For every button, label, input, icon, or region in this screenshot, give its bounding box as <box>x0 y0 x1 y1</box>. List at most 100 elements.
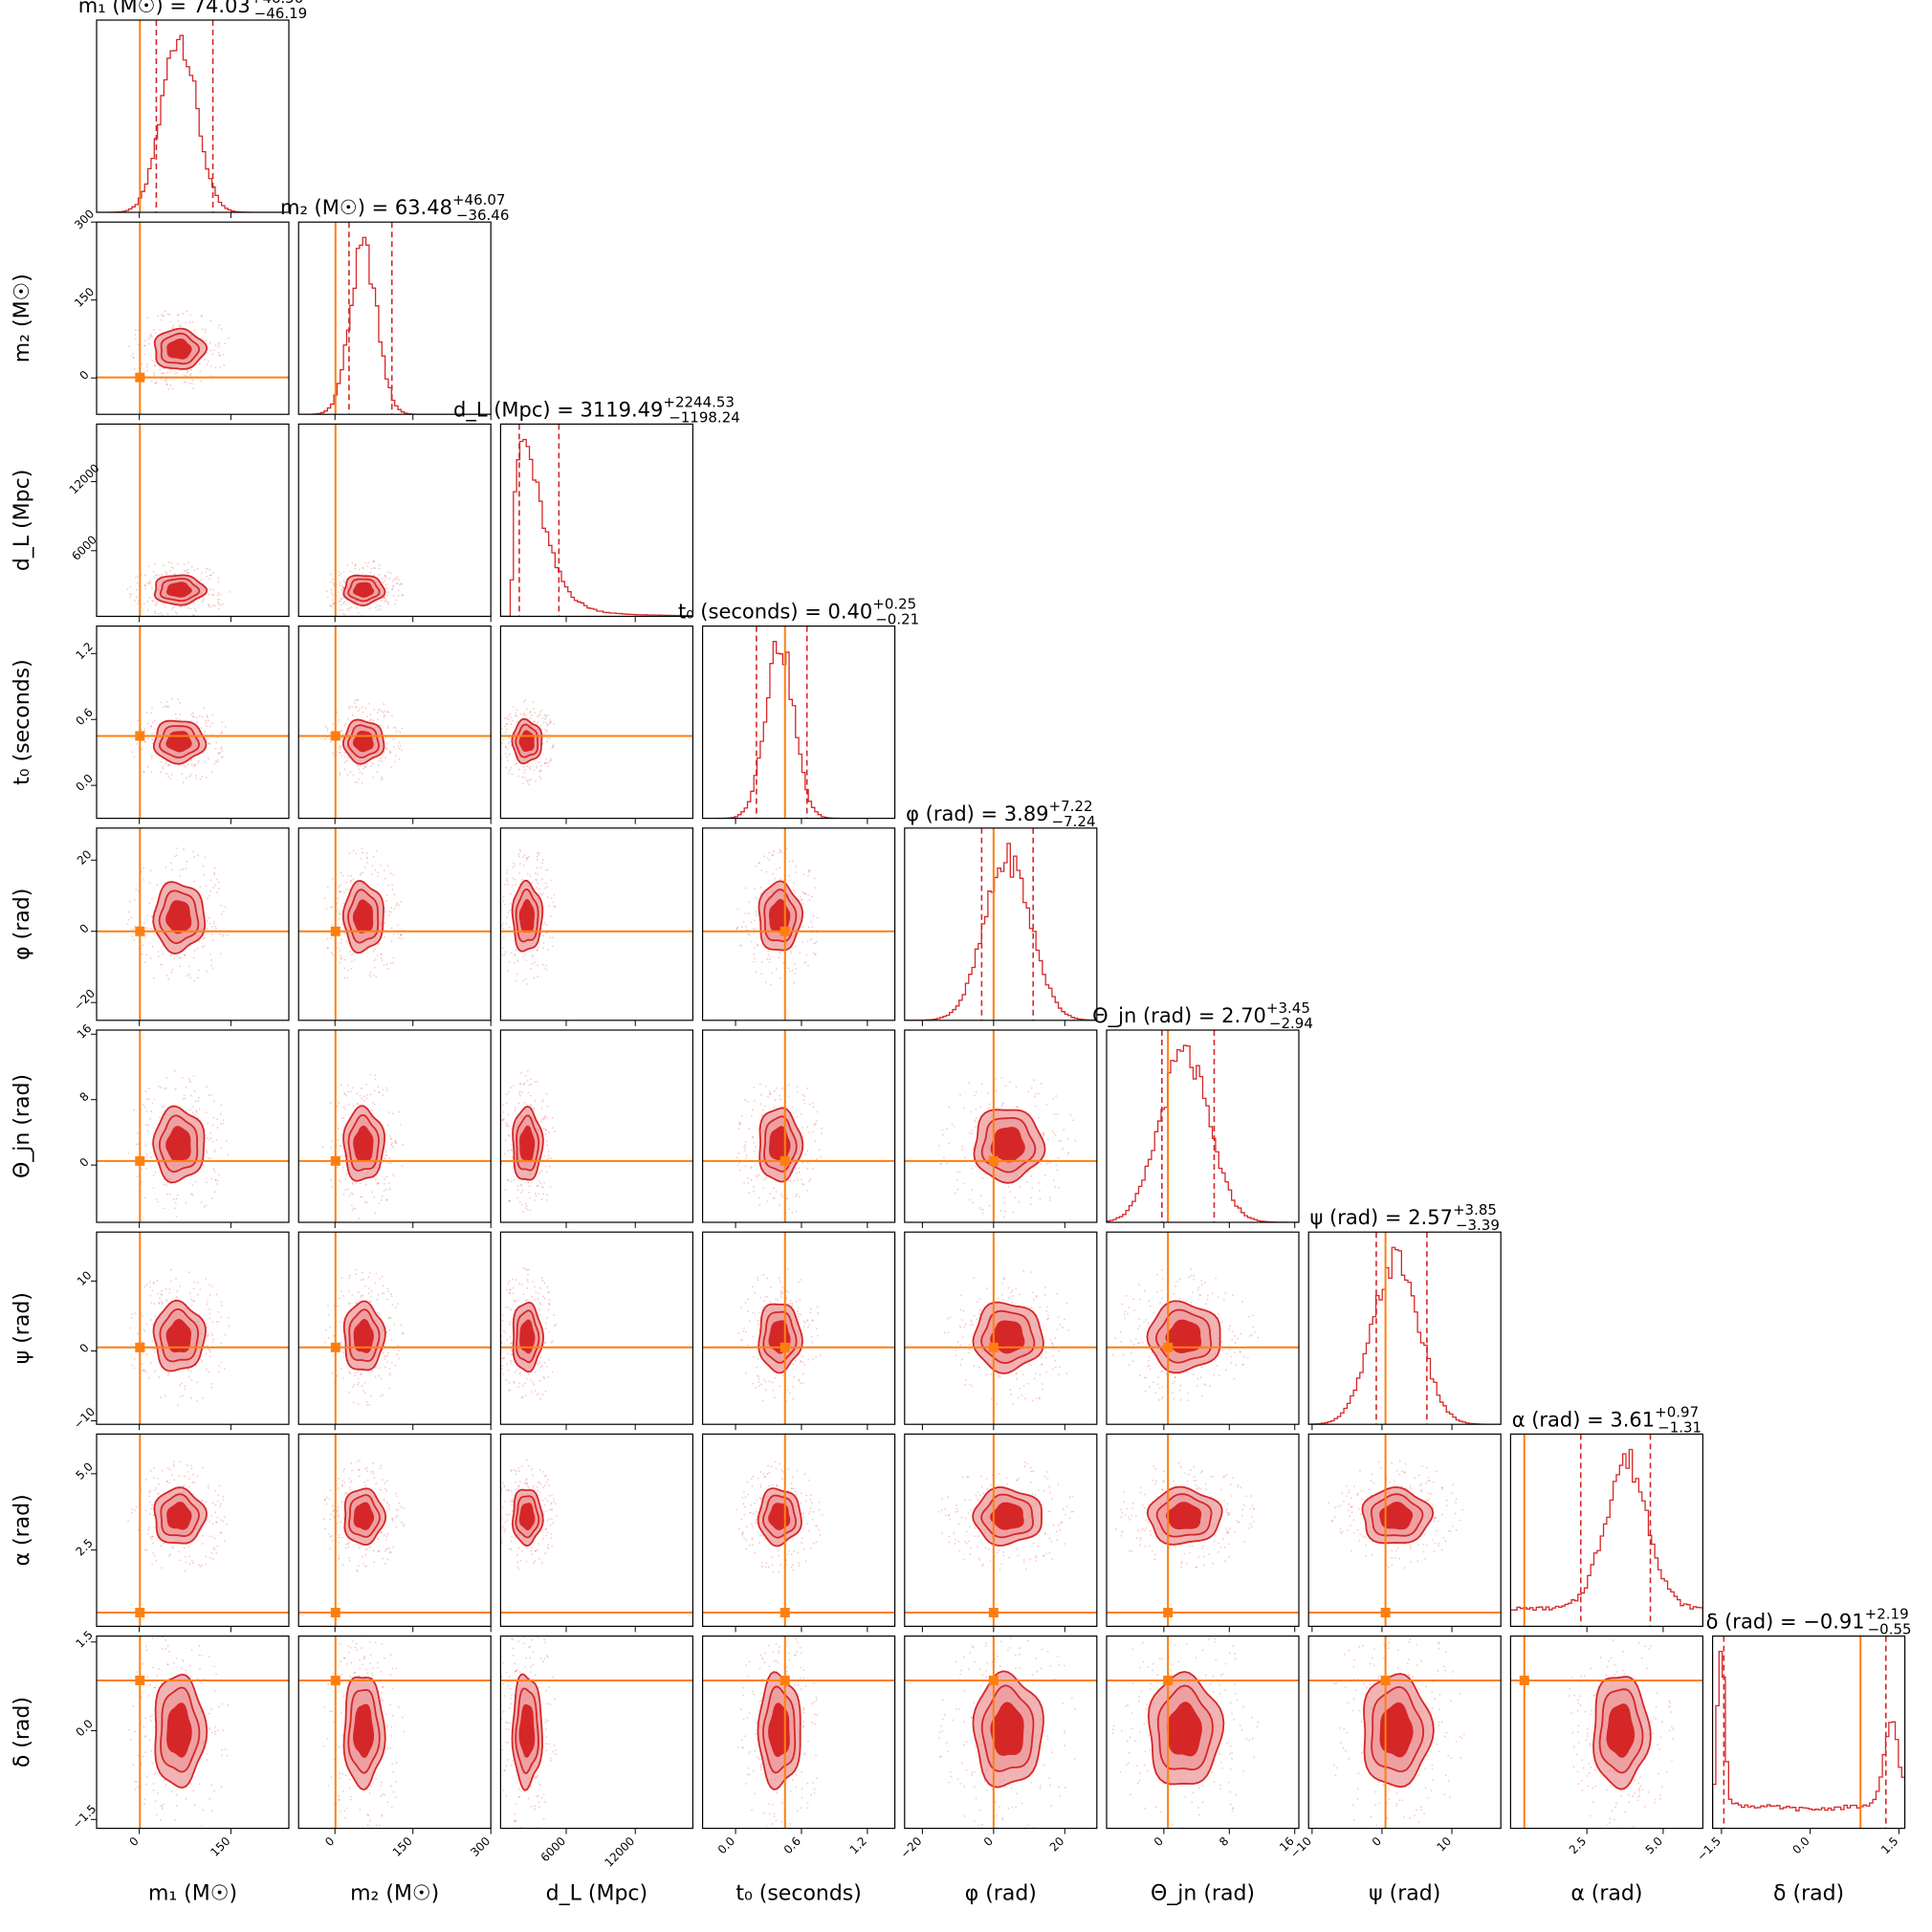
x-axis-label-phi: φ (rad) <box>965 1882 1037 1906</box>
density-panel-alpha-vs-m1: 2.5 5.0 <box>73 1433 290 1633</box>
histogram-line-phi <box>904 843 1097 1021</box>
panel-frame <box>904 1231 1098 1425</box>
truth-marker <box>779 1342 790 1352</box>
x-axis-label-m2: m₂ (M☉) <box>350 1882 439 1906</box>
panel-frame <box>96 827 290 1021</box>
hist-panel-alpha: α (rad) = 3.61+0.97 −1.31 <box>1509 1403 1704 1633</box>
density-panel-alpha-vs-theta <box>1106 1433 1300 1633</box>
density-panel-psi-vs-phi <box>904 1231 1098 1431</box>
panel-frame <box>1106 1433 1300 1628</box>
truth-marker <box>330 1155 340 1166</box>
contour-inner <box>352 582 374 598</box>
truth-marker <box>330 1608 340 1618</box>
y-tick-label: 0 <box>77 1341 92 1355</box>
truth-marker <box>779 1675 790 1685</box>
contour-inner <box>166 338 192 360</box>
panel-frame <box>1106 1635 1300 1830</box>
x-tick-label: 1.2 <box>847 1834 869 1856</box>
panel-frame <box>297 1029 492 1223</box>
y-axis-label-theta: Θ_jn (rad) <box>11 1074 34 1178</box>
y-tick-label: 0 <box>77 1155 92 1170</box>
x-tick-label: −1.5 <box>1694 1834 1723 1864</box>
panel-frame <box>1711 1635 1906 1830</box>
y-tick-label: 0.0 <box>73 772 95 794</box>
title-t0: t₀ (seconds) = 0.40+0.25 −0.21 <box>678 596 919 628</box>
title-dL: d_L (Mpc) = 3119.49+2244.53 −1198.24 <box>453 393 740 426</box>
title-m2: m₂ (M☉) = 63.48+46.07 −36.46 <box>280 191 509 224</box>
panel-frame <box>499 1029 694 1223</box>
contour-inner <box>990 1320 1025 1354</box>
panel-frame <box>499 827 694 1021</box>
panel-frame <box>1106 1231 1300 1425</box>
hist-panel-theta: Θ_jn (rad) = 2.70+3.45 −2.94 <box>1092 999 1313 1228</box>
density-panel-psi-vs-m2 <box>297 1231 492 1431</box>
panel-frame <box>904 1029 1098 1223</box>
density-panel-delta-vs-psi: −10 0 10 <box>1287 1635 1502 1861</box>
contour-inner <box>353 1318 374 1353</box>
panel-frame <box>96 1635 290 1830</box>
density-panel-alpha-vs-t0 <box>701 1433 896 1633</box>
y-tick-label: 1.2 <box>73 640 95 662</box>
truth-marker <box>135 1155 145 1166</box>
panel-frame <box>96 625 290 820</box>
y-tick-label: 150 <box>72 285 97 310</box>
panel-frame <box>297 1231 492 1425</box>
density-panel-m2-vs-m1: 0 150 300 <box>72 207 290 421</box>
histogram-line-psi <box>1308 1246 1502 1425</box>
truth-marker <box>779 926 790 936</box>
x-axis-label-theta: Θ_jn (rad) <box>1151 1882 1255 1906</box>
density-panel-delta-vs-t0: 0.0 0.6 1.2 <box>701 1635 896 1856</box>
panel-frame <box>1307 1635 1502 1830</box>
y-axis-label-m2: m₂ (M☉) <box>11 274 34 362</box>
truth-marker <box>330 926 340 936</box>
density-panel-theta-vs-m2 <box>297 1029 492 1228</box>
density-panel-alpha-vs-m2 <box>297 1433 492 1633</box>
contour-inner <box>990 1502 1024 1530</box>
density-panel-delta-vs-phi: −20 0 20 <box>898 1635 1098 1861</box>
truth-marker <box>135 926 145 936</box>
y-tick-label: 2.5 <box>73 1536 95 1558</box>
density-panel-theta-vs-dL <box>499 1029 694 1228</box>
panel-frame <box>297 221 492 415</box>
histogram-line-t0 <box>702 641 895 819</box>
panel-frame <box>96 19 290 213</box>
contour-inner <box>1165 1319 1202 1354</box>
panel-frame <box>1307 1433 1502 1628</box>
truth-marker <box>988 1342 999 1352</box>
panel-frame <box>96 423 290 617</box>
contour-inner <box>1379 1502 1414 1530</box>
x-tick-label: 2.5 <box>1567 1834 1589 1856</box>
x-tick-label: 0 <box>1370 1834 1384 1849</box>
panel-frame <box>904 1635 1098 1830</box>
density-panel-theta-vs-t0 <box>701 1029 896 1228</box>
panel-frame <box>499 1231 694 1425</box>
y-tick-label: 1.5 <box>73 1628 95 1650</box>
contour-inner <box>165 731 192 753</box>
title-alpha: α (rad) = 3.61+0.97 −1.31 <box>1512 1403 1701 1436</box>
truth-marker <box>1163 1675 1174 1685</box>
x-tick-label: 0.6 <box>781 1834 803 1856</box>
truth-marker <box>988 1675 999 1685</box>
histogram-line-alpha <box>1510 1448 1703 1627</box>
x-tick-label: 0 <box>322 1834 337 1849</box>
histogram-line-m1 <box>97 34 289 212</box>
density-panel-theta-vs-m1: 0 8 16 <box>75 1021 290 1228</box>
panel-frame <box>1509 1635 1704 1830</box>
panel-frame <box>499 1433 694 1628</box>
contour-inner <box>166 1502 192 1530</box>
y-tick-label: 0 <box>77 368 92 383</box>
y-tick-label: 5.0 <box>73 1460 95 1482</box>
panel-frame <box>96 221 290 415</box>
truth-marker <box>330 731 340 741</box>
y-tick-label: −10 <box>71 1405 98 1432</box>
density-panel-delta-vs-m2: 0 150 300 <box>297 1635 493 1859</box>
title-psi: ψ (rad) = 2.57+3.85 −3.39 <box>1310 1201 1500 1234</box>
x-tick-label: 20 <box>1047 1834 1067 1855</box>
y-tick-label: 6000 <box>69 533 99 562</box>
hist-panel-dL: d_L (Mpc) = 3119.49+2244.53 −1198.24 <box>453 393 740 623</box>
truth-marker <box>1163 1342 1174 1352</box>
contour-inner <box>1606 1703 1636 1758</box>
panel-frame <box>499 625 694 820</box>
x-axis-label-psi: ψ (rad) <box>1369 1882 1440 1906</box>
